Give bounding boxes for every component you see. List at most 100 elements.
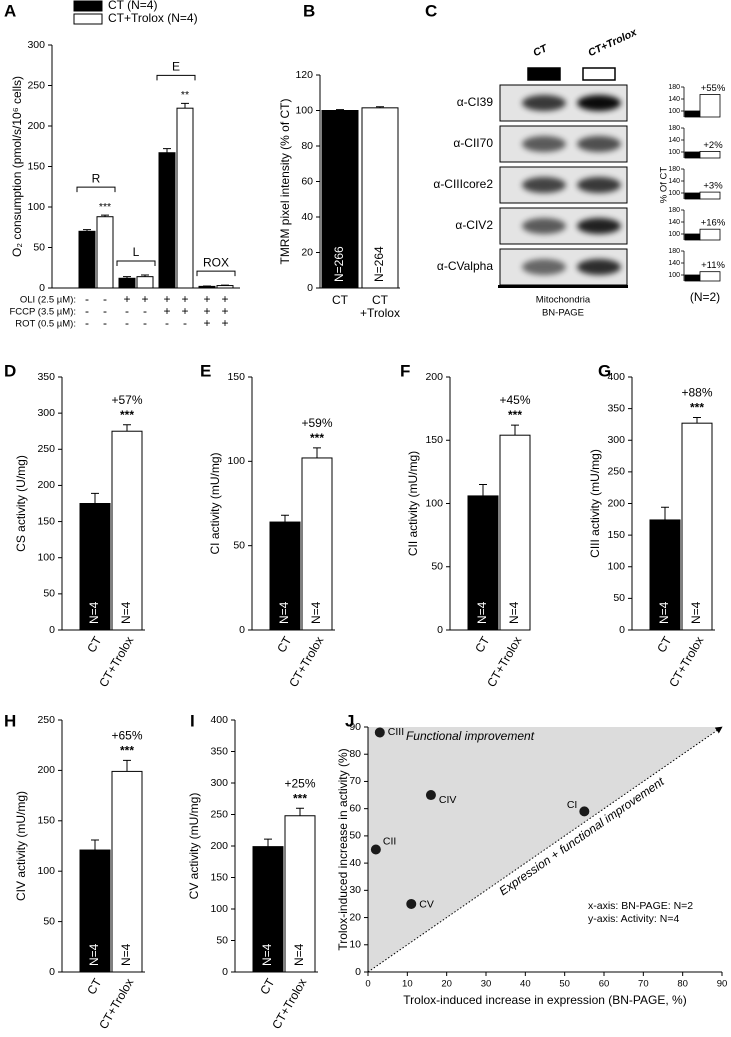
- change-label: +2%: [703, 140, 723, 151]
- treatment-sign: +: [203, 292, 210, 306]
- blot-caption: Mitochondria: [536, 295, 591, 306]
- mini-tick-label: 100: [668, 190, 680, 197]
- y-tick-label: 50: [33, 241, 45, 253]
- treatment-sign: +: [181, 292, 188, 306]
- bar: [78, 230, 96, 289]
- x-tick-label: 40: [520, 979, 531, 990]
- bar: [176, 107, 194, 289]
- n-label: N=264: [372, 246, 386, 282]
- treatment-label: FCCP (3.5 µM):: [9, 307, 76, 318]
- mini-tick-label: 140: [668, 260, 680, 267]
- treatment-label: OLI (2.5 µM):: [20, 295, 76, 306]
- annotation: Functional improvement: [406, 729, 535, 743]
- change-label: +59%: [301, 416, 332, 430]
- x-tick-label: 20: [441, 979, 452, 990]
- panel-letter: D: [4, 361, 16, 380]
- n-label: N=4: [87, 601, 101, 624]
- antibody-label: α-CIIIcore2: [433, 177, 493, 191]
- y-tick-label: 300: [210, 777, 228, 789]
- y-tick-label: 100: [37, 551, 55, 563]
- lane-label: CT: [531, 42, 550, 59]
- x-tick-label: 50: [559, 979, 570, 990]
- y-tick-label: 80: [349, 748, 361, 760]
- y-tick-label: 20: [349, 911, 361, 923]
- blot-caption: BN-PAGE: [542, 308, 584, 319]
- error-bar: [83, 229, 91, 232]
- y-tick-label: 250: [210, 808, 228, 820]
- band: [577, 136, 621, 152]
- error-bar: [91, 839, 99, 851]
- significance: ***: [120, 408, 134, 422]
- band: [522, 136, 566, 152]
- mini-tick-label: 180: [668, 84, 680, 91]
- n-label: N=4: [689, 601, 703, 624]
- y-tick-label: 250: [37, 443, 55, 455]
- y-tick-label: 300: [607, 434, 625, 446]
- significance: ***: [508, 408, 522, 422]
- bracket-label: E: [172, 59, 180, 73]
- y-tick-label: 30: [349, 884, 361, 896]
- error-bar: [123, 276, 131, 279]
- significance: ***: [690, 401, 704, 415]
- treatment-label: ROT (0.5 µM):: [15, 319, 76, 330]
- band: [577, 259, 621, 275]
- x-tick-label: 80: [677, 979, 688, 990]
- treatment-sign: -: [143, 316, 147, 330]
- y-tick-label: 100: [295, 104, 313, 116]
- band: [577, 218, 621, 234]
- change-label: +45%: [499, 393, 530, 407]
- panel-letter: B: [303, 1, 315, 20]
- y-tick-label: 150: [37, 815, 55, 827]
- x-tick-label: CT: [472, 634, 492, 655]
- y-tick-label: 350: [210, 745, 228, 757]
- mini-tick-label: 100: [668, 149, 680, 156]
- y-tick-label: 150: [27, 160, 45, 172]
- y-axis-label: CI activity (mU/mg): [208, 452, 222, 554]
- y-tick-label: 0: [239, 624, 245, 636]
- antibody-label: α-CII70: [453, 136, 493, 150]
- error-bar: [181, 102, 189, 109]
- treatment-sign: -: [183, 316, 187, 330]
- y-axis-label: Trolox-induced increase in activity (%): [336, 748, 350, 950]
- treatment-sign: -: [103, 316, 107, 330]
- treatment-sign: +: [221, 304, 228, 318]
- significance: ***: [310, 431, 324, 445]
- mini-tick-label: 140: [668, 137, 680, 144]
- treatment-sign: -: [103, 292, 107, 306]
- change-label: +88%: [681, 386, 712, 400]
- treatment-sign: +: [203, 316, 210, 330]
- point: [406, 898, 417, 909]
- panel-letter: F: [400, 361, 410, 380]
- n-label: N=4: [119, 601, 133, 624]
- bar: [96, 216, 114, 289]
- band: [577, 177, 621, 193]
- treatment-sign: +: [181, 304, 188, 318]
- y-tick-label: 0: [437, 624, 443, 636]
- x-tick-label: 90: [717, 979, 728, 990]
- significance: ***: [120, 743, 134, 757]
- y-tick-label: 300: [27, 39, 45, 51]
- y-tick-label: 250: [607, 466, 625, 478]
- mini-tick-label: 180: [668, 125, 680, 132]
- x-tick-label: CT: [372, 293, 389, 307]
- y-tick-label: 10: [349, 939, 361, 951]
- y-tick-label: 50: [216, 934, 228, 946]
- y-tick-label: 50: [43, 915, 55, 927]
- legend-swatch: [73, 0, 103, 12]
- error-bar: [141, 274, 149, 277]
- mini-bar: [699, 191, 721, 200]
- x-tick-label: +Trolox: [360, 306, 400, 320]
- mini-bar: [684, 110, 701, 118]
- y-tick-label: 150: [425, 434, 443, 446]
- y-tick-label: 60: [349, 802, 361, 814]
- y-tick-label: 250: [27, 79, 45, 91]
- y-tick-label: 400: [210, 714, 228, 726]
- y-tick-label: 100: [27, 201, 45, 213]
- x-tick-label: CT: [654, 634, 674, 655]
- y-tick-label: 350: [607, 402, 625, 414]
- y-tick-label: 400: [607, 371, 625, 383]
- treatment-sign: +: [123, 292, 130, 306]
- x-tick-label: 10: [402, 979, 413, 990]
- change-label: +3%: [703, 181, 723, 192]
- error-bar: [281, 514, 289, 523]
